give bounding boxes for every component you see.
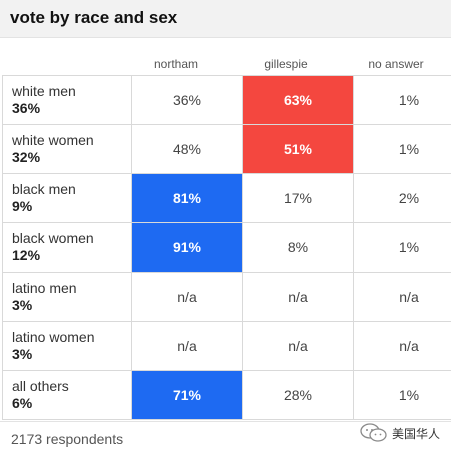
table-row: black women 12% 91% 8% 1% [3,223,451,272]
group-name: latino women [12,329,131,346]
gillespie-cell: 51% [243,125,354,174]
northam-cell: 48% [132,125,243,174]
group-share: 12% [12,247,131,264]
gillespie-cell: n/a [243,321,354,370]
results-table: white men 36% 36% 63% 1% white women 32%… [2,75,451,420]
group-share: 3% [12,346,131,363]
gillespie-cell: 8% [243,223,354,272]
row-label: white men 36% [3,76,132,125]
group-name: white women [12,132,131,149]
group-share: 3% [12,297,131,314]
no-answer-cell: n/a [354,272,451,321]
group-share: 6% [12,395,131,412]
group-share: 32% [12,149,131,166]
table-row: black men 9% 81% 17% 2% [3,174,451,223]
no-answer-cell: 1% [354,76,451,125]
northam-cell: 91% [132,223,243,272]
row-label: all others 6% [3,370,132,419]
wechat-icon [360,423,388,443]
group-name: latino men [12,280,131,297]
table-row: white men 36% 36% 63% 1% [3,76,451,125]
group-share: 36% [12,100,131,117]
group-share: 9% [12,198,131,215]
column-header-no-answer: no answer [341,57,451,71]
table-row: latino men 3% n/a n/a n/a [3,272,451,321]
respondents-count: 2173 respondents [11,431,123,447]
gillespie-cell: n/a [243,272,354,321]
northam-cell: 36% [132,76,243,125]
watermark: 美国华人 [360,420,450,446]
gillespie-cell: 17% [243,174,354,223]
table-row: white women 32% 48% 51% 1% [3,125,451,174]
row-label: black men 9% [3,174,132,223]
widget-title: vote by race and sex [10,8,177,28]
no-answer-cell: 1% [354,125,451,174]
no-answer-cell: 2% [354,174,451,223]
row-label: black women 12% [3,223,132,272]
group-name: all others [12,378,131,395]
row-label: latino men 3% [3,272,132,321]
row-label: white women 32% [3,125,132,174]
group-name: black women [12,230,131,247]
group-name: white men [12,83,131,100]
northam-cell: n/a [132,272,243,321]
northam-cell: 71% [132,370,243,419]
column-header-northam: northam [121,57,231,71]
table-row: latino women 3% n/a n/a n/a [3,321,451,370]
column-header-gillespie: gillespie [231,57,341,71]
no-answer-cell: 1% [354,370,451,419]
watermark-text: 美国华人 [392,425,440,442]
widget-header: vote by race and sex [0,0,451,38]
gillespie-cell: 28% [243,370,354,419]
northam-cell: 81% [132,174,243,223]
group-name: black men [12,181,131,198]
northam-cell: n/a [132,321,243,370]
no-answer-cell: 1% [354,223,451,272]
row-label: latino women 3% [3,321,132,370]
gillespie-cell: 63% [243,76,354,125]
no-answer-cell: n/a [354,321,451,370]
table-row: all others 6% 71% 28% 1% [3,370,451,419]
